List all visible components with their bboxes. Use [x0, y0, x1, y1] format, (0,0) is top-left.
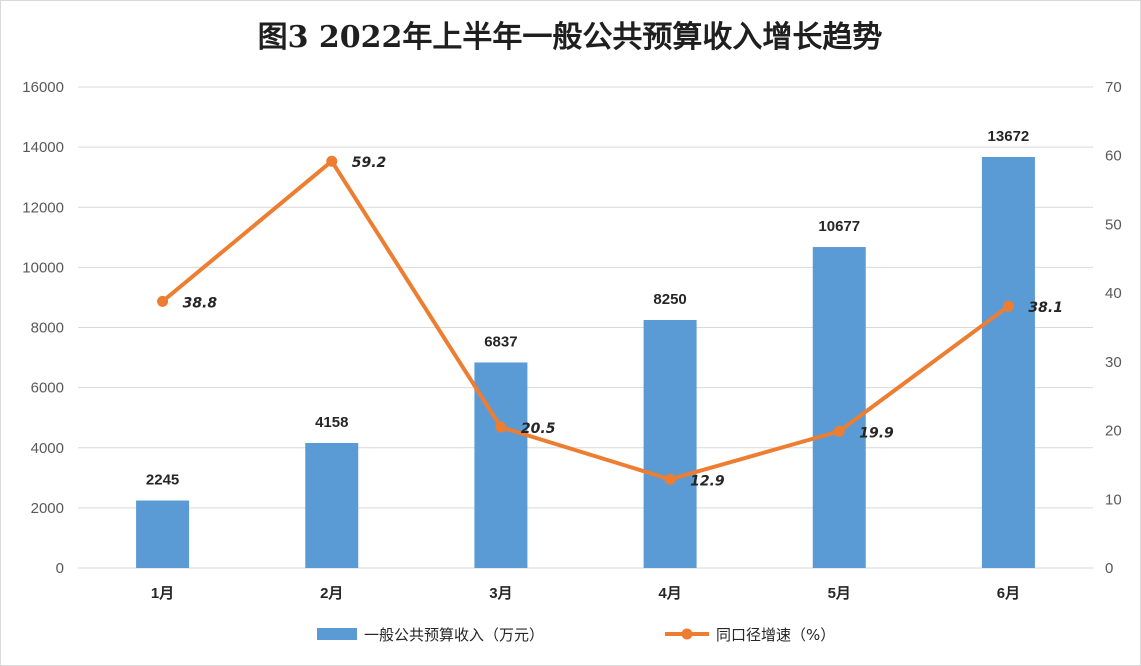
line-point [664, 473, 676, 485]
gridlines [78, 86, 1093, 569]
line-value-label: 19.9 [859, 425, 894, 441]
right-axis-ticks: 0 10 20 30 40 50 60 70 [1105, 79, 1122, 577]
line-point [833, 425, 845, 437]
bar [643, 319, 697, 568]
left-tick-label: 2000 [31, 500, 64, 517]
right-tick-label: 40 [1105, 285, 1122, 302]
category-label: 4月 [658, 585, 681, 602]
right-tick-label: 10 [1105, 491, 1122, 508]
left-tick-label: 6000 [31, 380, 64, 397]
category-label: 1月 [151, 585, 174, 602]
category-label: 2月 [320, 585, 343, 602]
bar [136, 500, 190, 568]
left-tick-label: 14000 [22, 139, 64, 156]
legend-line-marker [681, 628, 693, 640]
line-value-label: 59.2 [352, 155, 387, 171]
left-tick-label: 0 [56, 560, 64, 577]
line-series: 38.8 59.2 20.5 12.9 19.9 38.1 [157, 155, 1063, 489]
left-tick-label: 16000 [22, 79, 64, 96]
bar-value-label: 10677 [818, 218, 860, 235]
bar [981, 156, 1035, 568]
right-tick-label: 50 [1105, 216, 1122, 233]
legend-bar-label: 一般公共预算收入（万元） [364, 626, 544, 644]
line-value-label: 38.8 [183, 295, 218, 311]
line-point [157, 295, 169, 307]
line-value-label: 20.5 [521, 421, 556, 437]
legend-bar-swatch [317, 628, 357, 640]
bar-series: 2245 4158 6837 8250 10677 13672 [136, 128, 1035, 568]
bar-value-label: 8250 [653, 291, 686, 308]
right-tick-label: 30 [1105, 354, 1122, 371]
right-tick-label: 20 [1105, 423, 1122, 440]
category-label: 6月 [997, 585, 1020, 602]
bar-value-label: 13672 [988, 128, 1030, 145]
bar-value-label: 4158 [315, 414, 348, 431]
bar [474, 362, 528, 568]
x-axis-categories: 1月 2月 3月 4月 5月 6月 [151, 585, 1020, 602]
left-tick-label: 8000 [31, 320, 64, 337]
bar-value-label: 6837 [484, 333, 517, 350]
left-tick-label: 10000 [22, 259, 64, 276]
left-axis-ticks: 0 2000 4000 6000 8000 10000 12000 14000 16000 [22, 79, 64, 577]
left-tick-label: 4000 [31, 440, 64, 457]
line-value-label: 12.9 [690, 473, 725, 489]
line-point [326, 155, 338, 167]
legend: 一般公共预算收入（万元） 同口径增速（%） [317, 626, 835, 644]
right-tick-label: 60 [1105, 148, 1122, 165]
line-value-label: 38.1 [1028, 300, 1063, 316]
right-tick-label: 70 [1105, 79, 1122, 96]
legend-line-label: 同口径增速（%） [716, 626, 835, 644]
growth-line [160, 159, 1011, 482]
bar [812, 247, 866, 568]
category-label: 3月 [489, 585, 512, 602]
line-point [1002, 300, 1014, 312]
category-label: 5月 [828, 585, 851, 602]
right-tick-label: 0 [1105, 560, 1113, 577]
line-point [495, 421, 507, 433]
bar [305, 443, 359, 568]
left-tick-label: 12000 [22, 199, 64, 216]
chart-title: 图3 2022年上半年一般公共预算收入增长趋势 [258, 20, 883, 55]
bar-value-label: 2245 [146, 472, 179, 489]
